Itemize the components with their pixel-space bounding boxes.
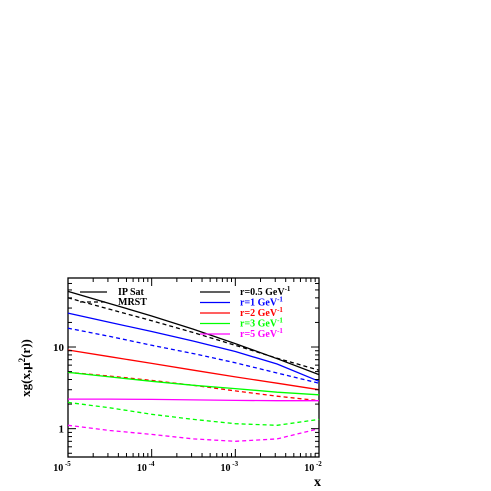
legend-r-label: r=2 GeV-1 xyxy=(240,306,283,319)
x-tick-exp: -4 xyxy=(147,460,155,468)
series-line-ipsat-r2 xyxy=(67,349,320,391)
legend-r-text: r=2 GeV xyxy=(240,308,278,319)
series-line-ipsat-r3 xyxy=(67,371,320,396)
legend-radius: r=0.5 GeV-1r=1 GeV-1r=2 GeV-1r=3 GeV-1r=… xyxy=(200,285,291,340)
series-line-ipsat-r5 xyxy=(68,398,319,402)
y-axis-label-prefix: xg(x,μ xyxy=(18,362,33,397)
series-line-mrst-r3 xyxy=(67,401,320,426)
x-tick-base: 10 xyxy=(137,463,147,474)
series-line-mrst-r1 xyxy=(67,327,320,384)
x-tick-exp: -3 xyxy=(231,460,239,468)
legend-r-sup: -1 xyxy=(285,285,291,293)
x-axis-label: x xyxy=(314,475,321,490)
legend-r-label: r=1 GeV-1 xyxy=(240,296,283,309)
curves-group xyxy=(67,290,320,442)
series-line-mrst-r5 xyxy=(67,424,320,442)
legend-ipsat-label: IP Sat xyxy=(118,287,145,298)
legend-r-sup: -1 xyxy=(277,306,283,314)
y-axis-label-sup: 2 xyxy=(17,357,27,362)
legend-r-text: r=0.5 GeV xyxy=(240,287,285,298)
legend-style: IP Sat MRST xyxy=(80,287,147,308)
legend-r-label: r=0.5 GeV-1 xyxy=(240,285,291,298)
legend-r-label: r=5 GeV-1 xyxy=(240,327,283,340)
x-tick-label: 10 -4 xyxy=(137,460,155,474)
legend-r-sup: -1 xyxy=(277,317,283,325)
x-tick-base: 10 xyxy=(221,463,231,474)
y-axis-label: xg(x,μ2(r)) xyxy=(17,339,33,397)
plot-frame xyxy=(67,277,320,458)
legend-r-label: r=3 GeV-1 xyxy=(240,317,283,330)
x-tick-label: 10 -3 xyxy=(221,460,239,474)
legend-r-text: r=3 GeV xyxy=(240,319,278,330)
x-tick-label: 10 -2 xyxy=(304,460,322,474)
legend-mrst-label: MRST xyxy=(118,297,147,308)
y-tick-label: 10 xyxy=(53,342,65,354)
x-tick-exp: -2 xyxy=(314,460,322,468)
x-tick-base: 10 xyxy=(53,463,63,474)
legend-r-text: r=5 GeV xyxy=(240,329,278,340)
legend-r-sup: -1 xyxy=(277,327,283,335)
x-tick-label: 10 -5 xyxy=(53,460,71,474)
y-axis-label-suffix: (r)) xyxy=(18,339,33,358)
legend-r-text: r=1 GeV xyxy=(240,298,278,309)
legend-r-sup: -1 xyxy=(277,296,283,304)
y-tick-label: 1 xyxy=(59,424,65,436)
series-line-mrst-r0p5 xyxy=(67,297,320,371)
x-tick-base: 10 xyxy=(304,463,314,474)
x-tick-exp: -5 xyxy=(63,460,71,468)
series-line-ipsat-r1 xyxy=(67,312,320,382)
